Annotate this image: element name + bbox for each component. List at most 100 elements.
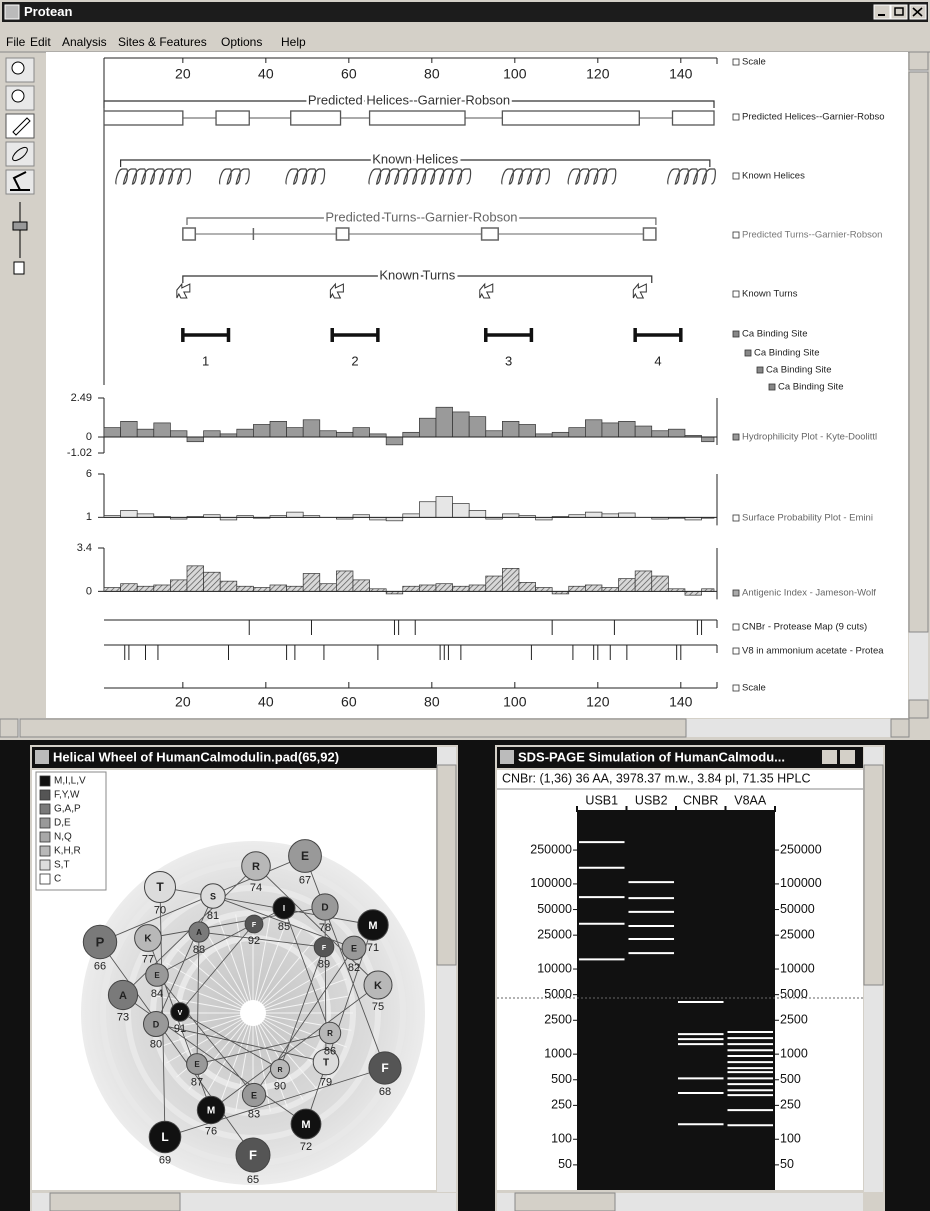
sidebar-checkbox[interactable] <box>733 232 739 238</box>
menu-item[interactable]: Edit <box>30 35 51 49</box>
plot-bar <box>386 517 403 520</box>
minimize-button[interactable] <box>874 5 890 19</box>
plot-bar <box>403 432 420 437</box>
wheel-v-thumb[interactable] <box>437 765 456 965</box>
lane-name: CNBR <box>683 793 718 807</box>
lane-name: V8AA <box>734 793 767 807</box>
plot-bar <box>220 581 237 591</box>
plot-bar <box>619 421 636 437</box>
scale-label: 100 <box>503 66 527 82</box>
window-title: Protean <box>24 4 72 19</box>
track-label: Known Helices <box>372 151 458 166</box>
scroll-up[interactable] <box>909 52 928 70</box>
sds-v-thumb[interactable] <box>864 765 883 985</box>
plot-bar <box>353 428 370 437</box>
residue-number: 72 <box>300 1141 312 1153</box>
scroll-left[interactable] <box>0 719 18 737</box>
plot-bar <box>502 568 519 591</box>
residue-number: 91 <box>174 1023 186 1035</box>
scale-label: 60 <box>341 66 357 82</box>
menu-item[interactable]: Options <box>221 35 262 49</box>
sidebar-checkbox[interactable] <box>733 685 739 691</box>
menu-item[interactable]: Analysis <box>62 35 107 49</box>
sds-tick-label: 50000 <box>537 902 572 916</box>
plot-bar <box>635 426 652 437</box>
plot-bar <box>137 514 154 517</box>
sidebar-label: Predicted Turns--Garnier-Robson <box>742 230 882 241</box>
sidebar-checkbox[interactable] <box>733 291 739 297</box>
edit-tool[interactable] <box>6 114 34 138</box>
sds-tick-label: 2500 <box>780 1013 808 1027</box>
plot-bar <box>121 510 138 517</box>
sidebar-checkbox[interactable] <box>733 114 739 120</box>
sds-tick-label: 1000 <box>544 1046 572 1060</box>
legend-swatch <box>40 804 50 814</box>
residue-letter: R <box>277 1067 282 1074</box>
plot-bar <box>585 512 602 517</box>
zoom-slider-thumb[interactable] <box>13 222 27 230</box>
sidebar-checkbox[interactable] <box>733 59 739 65</box>
residue-letter: K <box>374 980 382 992</box>
plot-bar <box>668 429 685 437</box>
residue-letter: M <box>207 1106 215 1117</box>
residue-number: 86 <box>324 1046 336 1058</box>
sidebar-checkbox[interactable] <box>733 173 739 179</box>
sds-tick-label: 50000 <box>780 902 815 916</box>
sidebar-checkbox[interactable] <box>733 331 739 337</box>
scale-label: 20 <box>175 694 191 710</box>
sidebar-checkbox[interactable] <box>769 384 775 390</box>
maximize-button[interactable] <box>891 5 907 19</box>
sds-maximize[interactable] <box>840 750 855 764</box>
predicted-turn <box>643 228 655 240</box>
sidebar-checkbox[interactable] <box>733 648 739 654</box>
residue-number: 81 <box>207 910 219 922</box>
window-buttons <box>874 5 926 19</box>
plot-bar <box>403 514 420 517</box>
residue-letter: E <box>351 943 357 953</box>
sidebar-label: Ca Binding Site <box>742 329 807 340</box>
sds-tick-label: 250000 <box>530 842 572 856</box>
legend-label: N,Q <box>54 832 72 843</box>
scroll-right[interactable] <box>891 719 909 737</box>
v-scroll-thumb[interactable] <box>909 72 928 632</box>
residue-letter: A <box>119 990 127 1002</box>
plot-bar <box>486 576 503 591</box>
sds-tick-label: 5000 <box>544 987 572 1001</box>
legend-swatch <box>40 776 50 786</box>
menu-item[interactable]: Sites & Features <box>118 35 207 49</box>
menu-item[interactable]: Help <box>281 35 306 49</box>
sidebar-checkbox[interactable] <box>733 515 739 521</box>
residue-letter: T <box>323 1058 329 1069</box>
scale-label: 40 <box>258 66 274 82</box>
h-scroll-thumb[interactable] <box>20 719 686 737</box>
legend-swatch <box>40 860 50 870</box>
residue-letter: E <box>194 1060 200 1069</box>
residue-number: 68 <box>379 1086 391 1098</box>
residue-letter: F <box>381 1061 388 1075</box>
plot-bar <box>702 437 714 442</box>
sidebar-checkbox[interactable] <box>733 624 739 630</box>
plot-bar <box>320 584 337 592</box>
sds-tick-label: 100 <box>780 1132 801 1146</box>
wheel-icon <box>35 750 49 764</box>
plot-bar <box>336 571 353 591</box>
sidebar-checkbox[interactable] <box>757 367 763 373</box>
sds-tick-label: 10000 <box>780 961 815 975</box>
sidebar-checkbox[interactable] <box>745 350 751 356</box>
legend-swatch <box>40 790 50 800</box>
zoom-box[interactable] <box>14 262 24 274</box>
link-tool[interactable] <box>6 142 34 166</box>
legend-swatch <box>40 832 50 842</box>
wheel-h-thumb[interactable] <box>50 1193 180 1211</box>
sds-h-thumb[interactable] <box>515 1193 615 1211</box>
sidebar-checkbox[interactable] <box>733 434 739 440</box>
scroll-down[interactable] <box>909 700 928 718</box>
sds-tick-label: 100 <box>551 1132 572 1146</box>
menu-item[interactable]: File <box>6 35 26 49</box>
residue-number: 92 <box>248 935 260 947</box>
plot-bar <box>486 431 503 437</box>
sds-minimize[interactable] <box>822 750 837 764</box>
sidebar-checkbox[interactable] <box>733 590 739 596</box>
sds-info: CNBr: (1,36) 36 AA, 3978.37 m.w., 3.84 p… <box>502 771 811 785</box>
plot-bar <box>353 580 370 591</box>
